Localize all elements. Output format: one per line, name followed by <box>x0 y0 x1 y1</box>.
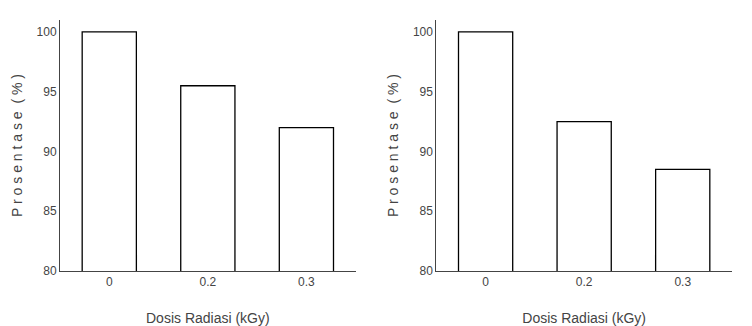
svg-text:100: 100 <box>37 25 57 39</box>
svg-text:100: 100 <box>413 25 433 39</box>
svg-text:90: 90 <box>43 145 57 159</box>
svg-text:85: 85 <box>43 204 57 218</box>
svg-text:0: 0 <box>482 275 489 289</box>
svg-text:P r o s e n t a s e ( % ): P r o s e n t a s e ( % ) <box>385 74 401 217</box>
svg-text:0.3: 0.3 <box>298 275 315 289</box>
svg-text:Dosis Radiasi (kGy): Dosis Radiasi (kGy) <box>522 310 646 326</box>
svg-text:Dosis Radiasi (kGy): Dosis Radiasi (kGy) <box>146 310 270 326</box>
svg-text:95: 95 <box>420 85 434 99</box>
svg-text:0.2: 0.2 <box>576 275 593 289</box>
svg-text:0.2: 0.2 <box>199 275 216 289</box>
svg-text:80: 80 <box>420 264 434 278</box>
svg-text:80: 80 <box>43 264 57 278</box>
svg-text:P r o s e n t a s e ( % ): P r o s e n t a s e ( % ) <box>9 74 25 217</box>
svg-text:95: 95 <box>43 85 57 99</box>
svg-text:90: 90 <box>420 145 434 159</box>
svg-text:85: 85 <box>420 204 434 218</box>
svg-text:0.3: 0.3 <box>674 275 691 289</box>
svg-text:0: 0 <box>106 275 113 289</box>
